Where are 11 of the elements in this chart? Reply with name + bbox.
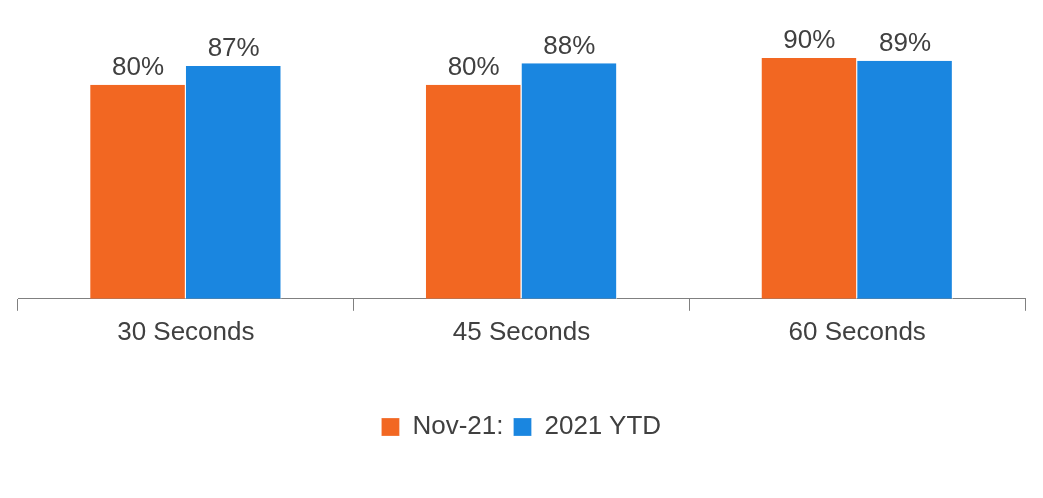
data-label: 89%: [878, 26, 932, 57]
data-label: 88%: [543, 29, 596, 60]
x-tick-label: 60 Seconds: [788, 315, 926, 346]
data-label: 80%: [111, 50, 165, 81]
legend-label: Nov-21:: [412, 410, 504, 441]
legend-label: 2021 YTD: [544, 410, 662, 441]
data-label: 80%: [447, 50, 500, 81]
data-label: 90%: [783, 24, 836, 55]
x-tick-label: 45 Seconds: [452, 315, 591, 346]
data-label: 87%: [207, 32, 260, 63]
x-tick-label: 30 Seconds: [117, 315, 255, 346]
